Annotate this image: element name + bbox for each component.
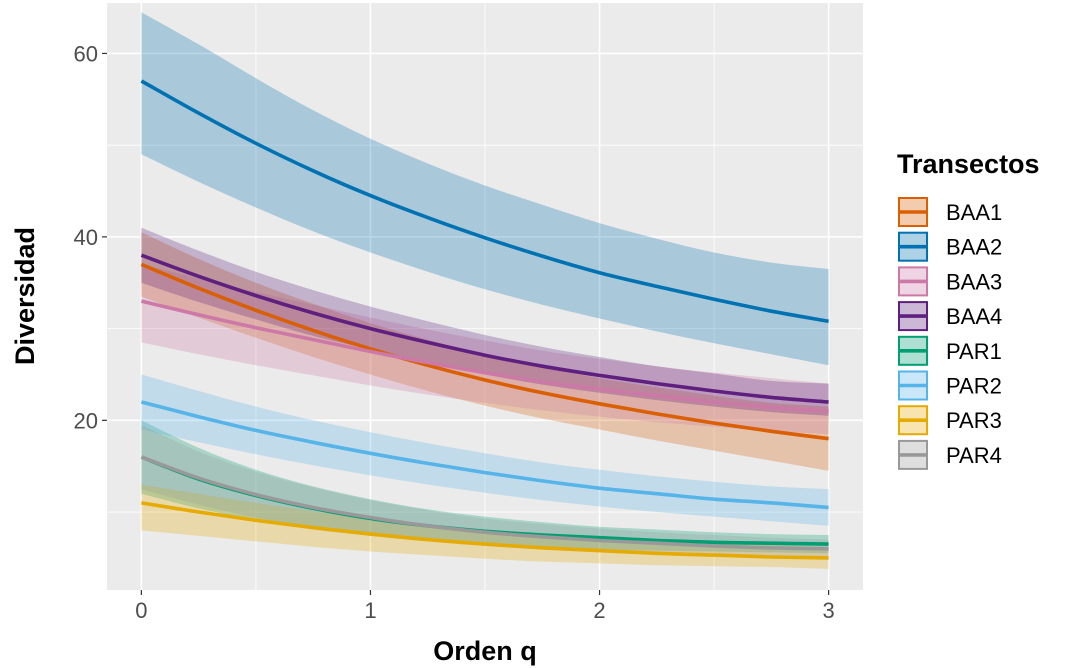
line-par3	[141, 501, 829, 560]
band-baa4	[141, 227, 829, 416]
legend-label: PAR3	[946, 408, 1002, 433]
line-baa3	[140, 299, 829, 413]
legend-item-baa4: BAA4	[898, 301, 1002, 332]
band-par4	[141, 424, 829, 558]
legend-item-par4: PAR4	[898, 439, 1002, 470]
legend-label: PAR1	[946, 339, 1002, 364]
y-tick-label: 20	[74, 408, 98, 433]
y-tick-label: 60	[74, 41, 98, 66]
band-baa3	[141, 264, 829, 435]
line-baa2	[140, 79, 829, 324]
legend-item-par3: PAR3	[898, 405, 1002, 436]
band-baa1	[141, 232, 829, 471]
band-par1	[141, 420, 829, 554]
legend-title: Transectos	[897, 149, 1040, 179]
x-axis-title: Orden q	[433, 636, 537, 666]
legend-item-baa3: BAA3	[898, 266, 1002, 297]
legend-label: BAA4	[946, 304, 1002, 329]
x-tick-label: 1	[364, 598, 376, 623]
series-lines	[140, 79, 829, 560]
confidence-bands	[141, 12, 829, 569]
legend-item-baa1: BAA1	[898, 197, 1002, 227]
line-baa1	[140, 262, 829, 441]
y-axis-title: Diversidad	[10, 227, 40, 365]
band-par3	[141, 484, 829, 569]
y-tick-label: 40	[74, 225, 98, 250]
grid	[107, 3, 863, 590]
band-baa2	[141, 12, 829, 366]
axis-ticks: 0 1 2 3 20 40 60	[74, 41, 835, 623]
legend: Transectos BAA1 BAA2 BAA3 BAA4 PAR1 PAR2 PAR3 P…	[897, 149, 1040, 470]
legend-label: PAR4	[946, 443, 1002, 468]
line-par2	[140, 400, 829, 510]
band-par2	[141, 374, 829, 526]
legend-label: BAA2	[946, 235, 1002, 260]
legend-label: BAA1	[946, 200, 1002, 225]
legend-item-baa2: BAA2	[898, 231, 1002, 262]
x-tick-label: 0	[135, 598, 147, 623]
legend-label: PAR2	[946, 374, 1002, 399]
x-tick-label: 3	[823, 598, 835, 623]
line-par4	[140, 455, 829, 551]
legend-item-par1: PAR1	[898, 335, 1002, 366]
x-tick-label: 2	[593, 598, 605, 623]
line-baa4	[140, 253, 829, 404]
legend-item-par2: PAR2	[898, 370, 1002, 401]
legend-label: BAA3	[946, 269, 1002, 294]
